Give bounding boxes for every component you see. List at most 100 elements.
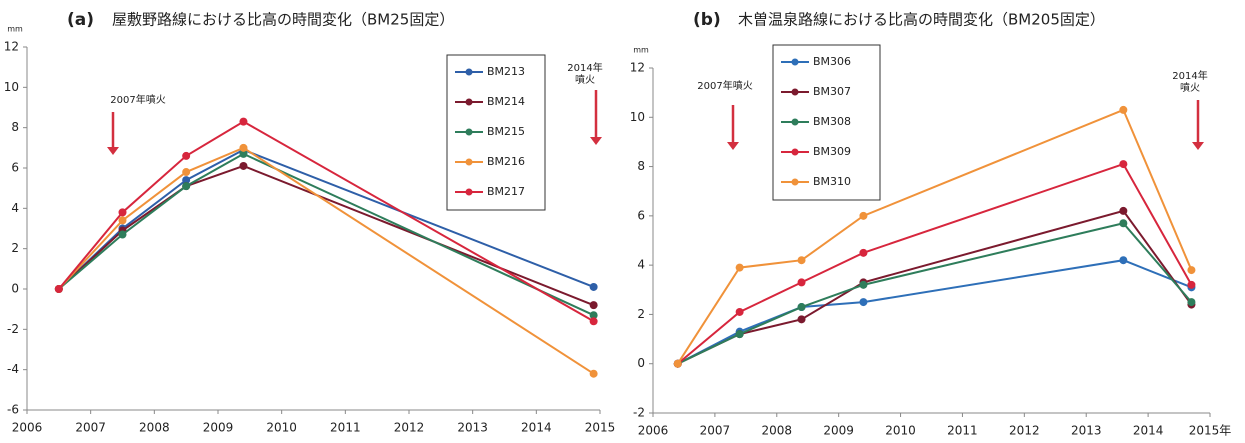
legend-label: BM214 — [487, 95, 525, 108]
chart-title: 屋敷野路線における比高の時間変化（BM25固定） — [112, 11, 454, 29]
point — [1187, 266, 1196, 275]
y-tick-label: 0 — [637, 356, 645, 370]
point — [797, 315, 806, 324]
x-tick-label: 2015年 — [1189, 424, 1232, 438]
series-line — [677, 259, 1192, 365]
legend-marker — [791, 88, 799, 96]
annotation: 噴火 — [575, 74, 595, 86]
point — [859, 211, 868, 220]
annotation: 2007年噴火 — [110, 93, 165, 106]
point — [797, 278, 806, 287]
x-tick-label: 2015 — [585, 421, 616, 435]
legend-label: BM309 — [813, 145, 851, 158]
point — [589, 317, 598, 326]
y-unit: mm — [633, 46, 649, 55]
y-tick-label: -2 — [633, 406, 645, 420]
legend-marker — [465, 188, 473, 196]
arrow-head — [727, 142, 739, 150]
annotation: 2014年 — [567, 61, 602, 74]
y-tick-label: 10 — [4, 80, 19, 94]
legend-label: BM310 — [813, 175, 851, 188]
point — [118, 230, 127, 239]
annotation: 2014年 — [1172, 69, 1207, 82]
point — [1119, 206, 1128, 215]
y-tick-label: 6 — [637, 208, 645, 222]
point — [859, 298, 868, 307]
y-tick-label: 12 — [630, 61, 645, 75]
x-tick-label: 2009 — [823, 424, 854, 438]
x-tick-label: 2008 — [762, 424, 793, 438]
x-tick-label: 2012 — [394, 421, 425, 435]
annotation: 噴火 — [1180, 82, 1200, 94]
point — [859, 280, 868, 289]
legend-marker — [465, 98, 473, 106]
arrow-head — [107, 147, 119, 155]
x-tick-label: 2012 — [1009, 424, 1040, 438]
point — [735, 263, 744, 272]
panel-label: (a) — [67, 10, 94, 30]
legend-marker — [465, 158, 473, 166]
legend-label: BM216 — [487, 155, 525, 168]
point — [239, 117, 248, 126]
point — [118, 208, 127, 217]
point — [859, 248, 868, 257]
series-line — [677, 209, 1193, 365]
point — [182, 151, 191, 160]
y-tick-label: 2 — [637, 307, 645, 321]
point — [735, 330, 744, 339]
point — [589, 311, 598, 320]
point — [797, 303, 806, 312]
arrow-head — [1192, 142, 1204, 150]
legend-label: BM217 — [487, 185, 525, 198]
y-tick-label: 4 — [637, 258, 645, 272]
point — [1187, 298, 1196, 307]
point — [589, 301, 598, 310]
legend-label: BM213 — [487, 65, 525, 78]
y-tick-label: 0 — [11, 282, 19, 296]
x-tick-label: 2008 — [139, 421, 170, 435]
legend-label: BM306 — [813, 55, 851, 68]
y-tick-label: -4 — [7, 362, 19, 376]
series-line — [677, 162, 1193, 365]
point — [1119, 160, 1128, 169]
x-tick-label: 2013 — [1071, 424, 1102, 438]
x-tick-label: 2007 — [75, 421, 106, 435]
point — [589, 369, 598, 378]
point — [182, 182, 191, 191]
y-tick-label: 8 — [11, 120, 19, 134]
y-tick-label: 8 — [637, 159, 645, 173]
annotation: 2007年噴火 — [697, 79, 752, 92]
point — [1187, 280, 1196, 289]
point — [797, 256, 806, 265]
legend-marker — [465, 128, 473, 136]
x-tick-label: 2013 — [457, 421, 488, 435]
x-tick-label: 2007 — [700, 424, 731, 438]
legend-marker — [791, 148, 799, 156]
y-tick-label: 4 — [11, 201, 19, 215]
point — [182, 168, 191, 177]
point — [735, 307, 744, 316]
series-line — [676, 108, 1193, 365]
point — [1119, 219, 1128, 228]
y-tick-label: 12 — [4, 40, 19, 54]
point — [239, 161, 248, 170]
point — [1119, 105, 1128, 114]
legend-label: BM308 — [813, 115, 851, 128]
x-tick-label: 2010 — [885, 424, 916, 438]
point — [182, 176, 191, 185]
series-line — [677, 222, 1193, 365]
y-tick-label: -6 — [7, 403, 19, 417]
x-tick-label: 2014 — [1133, 424, 1164, 438]
legend-label: BM307 — [813, 85, 851, 98]
legend-label: BM215 — [487, 125, 525, 138]
point — [239, 143, 248, 152]
point — [118, 216, 127, 225]
legend-marker — [791, 118, 799, 126]
panel-label: (b) — [693, 10, 721, 30]
x-tick-label: 2006 — [12, 421, 43, 435]
point — [239, 149, 248, 158]
point — [1119, 256, 1128, 265]
y-tick-label: -2 — [7, 322, 19, 336]
x-tick-label: 2014 — [521, 421, 552, 435]
